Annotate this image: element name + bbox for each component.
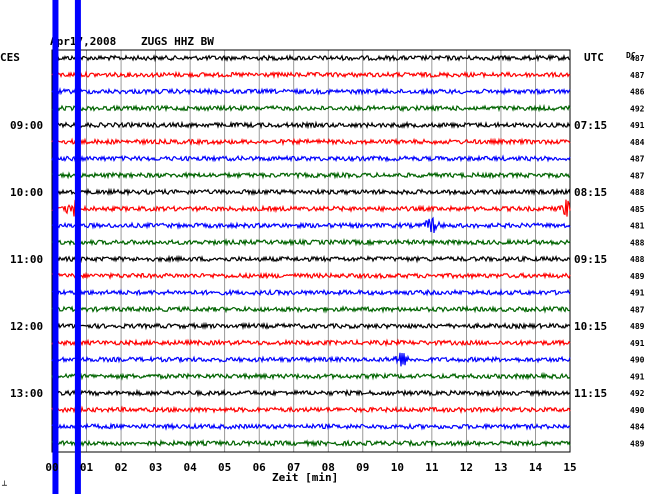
trace-10-blue [51, 216, 571, 233]
trace-0-black [51, 53, 571, 63]
dc-value-label: 484 [630, 423, 645, 432]
axis-labels: 00 01 02 03 04 05 06 07 08 09 10 11 12 13 14 15 09:00 10:… [10, 54, 645, 474]
dc-value-label: 486 [630, 88, 645, 97]
trace-9-red [51, 199, 571, 217]
right-hour-label: 07:15 [574, 119, 607, 132]
trace-8-black [51, 187, 571, 197]
right-hour-label: 08:15 [574, 186, 607, 199]
left-hour-label: 10:00 [10, 186, 43, 199]
x-tick-label: 11 [425, 461, 439, 474]
x-tick-label: 15 [563, 461, 576, 474]
x-tick-label: 08 [322, 461, 335, 474]
dc-value-label: 490 [630, 356, 645, 365]
dc-value-label: 485 [630, 205, 645, 214]
trace-17-red [51, 338, 571, 348]
seismic-traces [51, 53, 571, 448]
right-hour-label: 10:15 [574, 320, 607, 333]
dc-value-label: 487 [630, 54, 645, 63]
trace-7-green [51, 171, 571, 180]
grid-lines [51, 49, 571, 453]
x-tick-label: 03 [149, 461, 162, 474]
dc-value-label: 488 [630, 188, 645, 197]
trace-11-green [51, 237, 571, 247]
trace-1-red [51, 70, 571, 79]
trace-21-red [51, 405, 571, 415]
dc-value-label: 491 [630, 121, 645, 130]
x-tick-label: 10 [391, 461, 404, 474]
trace-3-green [51, 103, 571, 113]
x-tick-label: 04 [184, 461, 198, 474]
x-tick-label: 09 [356, 461, 369, 474]
trace-2-blue [51, 86, 571, 96]
left-hour-label: 11:00 [10, 253, 43, 266]
x-tick-label: 07 [287, 461, 300, 474]
left-timezone-label: CES [0, 51, 20, 64]
trace-19-green [51, 371, 571, 381]
dc-value-label: 491 [630, 372, 645, 381]
x-tick-label: 14 [529, 461, 543, 474]
dc-value-label: 489 [630, 272, 645, 281]
trace-6-blue [51, 154, 571, 163]
trace-12-black [51, 254, 571, 264]
trace-16-black [51, 321, 571, 331]
dc-value-label: 487 [630, 305, 645, 314]
x-tick-label: 02 [114, 461, 127, 474]
trace-4-black [51, 120, 571, 130]
trace-5-red [51, 137, 571, 147]
dc-value-label: 489 [630, 322, 645, 331]
dc-label: DC [626, 51, 636, 60]
dc-value-label: 489 [630, 439, 645, 448]
dc-value-label: 488 [630, 238, 645, 247]
right-hour-label: 11:15 [574, 387, 607, 400]
marker-bar-0 [52, 0, 59, 494]
dc-value-label: 492 [630, 104, 645, 113]
dc-value-label: 488 [630, 255, 645, 264]
trace-14-blue [51, 288, 571, 297]
corner-mark: ┴ [1, 480, 7, 490]
plot-frame [51, 49, 571, 453]
left-hour-label: 13:00 [10, 387, 43, 400]
dc-value-label: 490 [630, 406, 645, 415]
dc-value-label: 487 [630, 155, 645, 164]
header-date: Apr17,2008 [50, 35, 116, 48]
dc-value-label: 492 [630, 389, 645, 398]
x-tick-label: 13 [494, 461, 507, 474]
trace-15-green [51, 305, 571, 314]
x-tick-label: 01 [80, 461, 94, 474]
dc-value-label: 491 [630, 289, 645, 298]
dc-value-label: 484 [630, 138, 645, 147]
x-tick-label: 05 [218, 461, 231, 474]
x-tick-label: 00 [45, 461, 58, 474]
trace-20-black [51, 388, 571, 398]
left-hour-label: 12:00 [10, 320, 43, 333]
trace-22-blue [51, 422, 571, 431]
header-station: ZUGS HHZ BW [141, 35, 214, 48]
x-tick-label: 12 [460, 461, 473, 474]
right-hour-label: 09:15 [574, 253, 607, 266]
right-timezone-label: UTC [584, 51, 604, 64]
dc-value-label: 481 [630, 222, 645, 231]
x-tick-label: 06 [253, 461, 267, 474]
trace-13-red [51, 271, 571, 281]
left-hour-label: 09:00 [10, 119, 43, 132]
dc-value-label: 487 [630, 71, 645, 80]
dc-value-label: 491 [630, 339, 645, 348]
time-markers [52, 0, 81, 494]
trace-23-green [51, 439, 571, 448]
trace-18-blue [51, 352, 571, 367]
marker-bar-1 [74, 0, 81, 494]
x-axis-title: Zeit [min] [272, 471, 338, 484]
dc-value-label: 487 [630, 171, 645, 180]
